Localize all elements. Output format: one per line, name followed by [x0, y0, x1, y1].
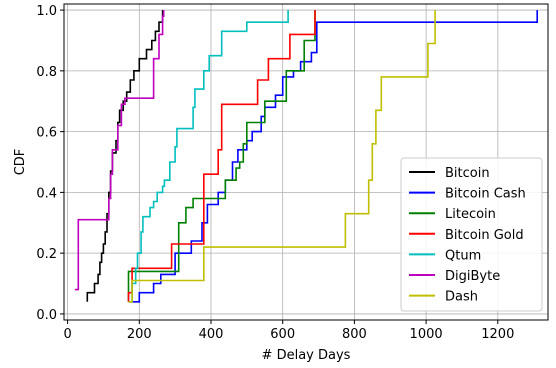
series-lines — [74, 10, 538, 303]
series-line-litecoin — [127, 10, 316, 302]
legend-label: DigiByte — [445, 269, 500, 284]
y-tick-label: 0.8 — [36, 65, 57, 80]
x-axis-label: # Delay Days — [262, 348, 351, 363]
x-tick-label: 200 — [127, 327, 152, 342]
legend-box — [400, 157, 543, 312]
x-tick-label: 0 — [63, 327, 71, 342]
legend-label: Bitcoin Cash — [445, 187, 526, 202]
legend-label: Bitcoin — [445, 166, 490, 181]
series-line-digibyte — [74, 10, 165, 291]
y-tick-label: 0.6 — [36, 126, 57, 141]
y-tick-label: 0.4 — [36, 186, 57, 201]
y-tick-label: 1.0 — [36, 4, 57, 19]
series-line-bitcoin — [86, 10, 164, 302]
series-line-bitcoin-gold — [127, 10, 316, 302]
series-line-dash — [128, 10, 436, 303]
legend-label: Bitcoin Gold — [445, 228, 524, 243]
x-tick-label: 800 — [342, 327, 367, 342]
legend-label: Dash — [445, 290, 478, 305]
y-tick-label: 0.0 — [36, 308, 57, 323]
legend: Bitcoin Bitcoin Cash Litecoin Bitcoin Gold Q… — [400, 157, 543, 312]
x-tick-label: 1000 — [410, 327, 443, 342]
axis-ticks: 0 200 400 600 800 1000 1200 0.0 0.2 0.4 0.6 0.8 1.0 — [36, 4, 514, 342]
y-axis-label: CDF — [13, 149, 28, 176]
series-line-qtum — [130, 10, 289, 303]
legend-label: Litecoin — [445, 207, 496, 222]
y-tick-label: 0.2 — [36, 247, 57, 262]
x-tick-label: 400 — [199, 327, 224, 342]
plot-frame — [63, 3, 549, 321]
x-tick-label: 1200 — [481, 327, 514, 342]
legend-label: Qtum — [445, 248, 481, 263]
x-tick-label: 600 — [270, 327, 295, 342]
